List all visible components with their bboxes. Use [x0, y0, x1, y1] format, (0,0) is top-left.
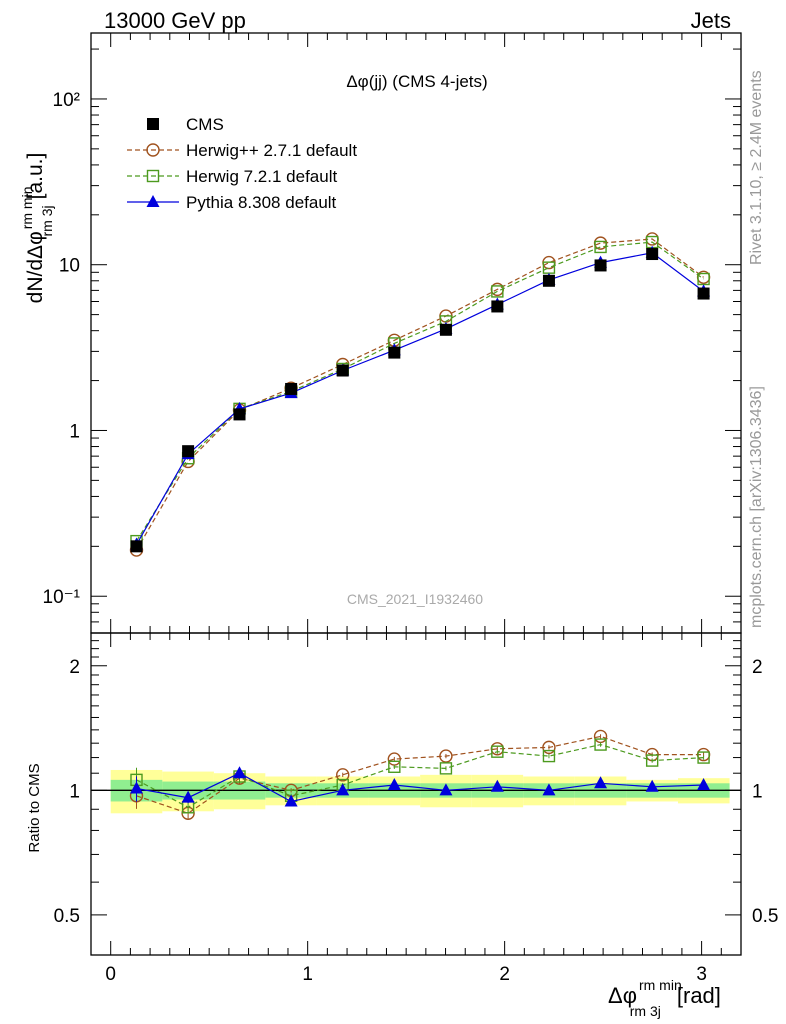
y-tick-label-ratio: 0.5	[54, 906, 80, 927]
y-tick-label-main: 1	[69, 421, 80, 442]
data-point	[130, 781, 143, 794]
energy-label: 13000 GeV pp	[104, 8, 246, 33]
data-point	[130, 540, 143, 553]
data-point	[697, 778, 711, 791]
legend-label: Pythia 8.308 default	[186, 193, 337, 212]
data-point	[542, 783, 556, 796]
y-axis-label-main-sub: rm 3j	[39, 205, 55, 236]
x-axis-label-unit: [rad]	[677, 983, 721, 1008]
series-line	[135, 252, 704, 545]
data-point	[697, 287, 710, 300]
data-point	[490, 779, 504, 792]
x-tick-label: 0	[105, 964, 116, 985]
legend: CMS Herwig++ 2.7.1 default Herwig 7.2.1 de…	[127, 115, 357, 212]
rivet-version-label: Rivet 3.1.10, ≥ 2.4M events	[748, 70, 765, 265]
x-axis-label: Δφ rm min rm 3j [rad]	[608, 977, 721, 1019]
series-line	[135, 241, 704, 542]
data-point	[285, 382, 298, 395]
data-point	[542, 740, 556, 755]
data-point	[388, 346, 401, 359]
series-line	[135, 238, 704, 551]
source-label: mcplots.cern.ch [arXiv:1306.3436]	[748, 386, 765, 628]
data-point	[181, 790, 195, 803]
data-point	[336, 768, 350, 782]
series-line	[136, 735, 704, 814]
data-point	[146, 169, 160, 183]
chart-title: Δφ(jj) (CMS 4-jets)	[346, 72, 487, 91]
y-tick-label-ratio-right: 0.5	[752, 906, 778, 927]
x-tick-label: 2	[499, 964, 510, 985]
y-tick-label-main: 10²	[53, 90, 80, 111]
data-point	[593, 729, 608, 744]
data-point	[439, 749, 453, 763]
data-point	[491, 300, 504, 313]
analysis-watermark: CMS_2021_I1932460	[347, 591, 483, 607]
x-axis-label-sub: rm 3j	[630, 1003, 661, 1019]
x-tick-label: 3	[696, 964, 707, 985]
y-tick-label-main: 10	[59, 256, 80, 277]
x-tick-label: 1	[302, 964, 313, 985]
data-point	[233, 408, 246, 421]
ratio-series-layer	[129, 729, 711, 821]
data-point	[388, 760, 401, 773]
data-point	[387, 778, 401, 791]
y-tick-label-main: 10⁻¹	[43, 587, 81, 608]
y-axis-label-main-text: dN/dΔφ	[24, 231, 47, 303]
data-point	[697, 751, 710, 764]
y-axis-label-main-sup: rm min	[19, 187, 35, 230]
data-point	[542, 749, 556, 763]
y-axis-label-main-unit: [a.u.]	[24, 153, 47, 200]
data-point	[542, 274, 555, 287]
data-point	[439, 762, 453, 775]
x-axis-label-sup: rm min	[639, 977, 682, 993]
data-point	[594, 738, 607, 751]
data-point	[182, 445, 195, 458]
data-point	[336, 783, 350, 796]
data-point	[645, 779, 659, 792]
ratio-band	[110, 769, 730, 814]
data-point	[336, 364, 349, 377]
y-axis-label-ratio: Ratio to CMS	[26, 763, 43, 852]
data-point	[645, 754, 659, 767]
data-point	[146, 143, 160, 157]
data-point	[439, 323, 452, 336]
legend-label: CMS	[186, 115, 224, 134]
data-point	[594, 240, 607, 254]
ratio-frame	[90, 632, 742, 956]
legend-label: Herwig 7.2.1 default	[186, 167, 337, 186]
data-point	[646, 248, 659, 261]
y-tick-label-ratio: 1	[69, 781, 80, 802]
data-point	[439, 783, 453, 796]
legend-label: Herwig++ 2.7.1 default	[186, 141, 357, 160]
x-axis-label-text: Δφ	[608, 983, 637, 1008]
data-point	[147, 118, 159, 130]
y-axis-label-main: dN/dΔφrm min rm 3j [a.u.]	[19, 153, 55, 304]
series-line	[136, 772, 704, 803]
process-label: Jets	[691, 8, 731, 33]
data-point	[146, 195, 160, 207]
data-point	[284, 794, 298, 807]
data-point	[594, 259, 607, 272]
y-tick-label-ratio-right: 1	[752, 781, 763, 802]
axis-ticks: 0 1 2 3 10⁻¹ 1 10 10² 0.5 0.5 1 1 2 2	[43, 33, 778, 985]
y-tick-label-ratio-right: 2	[752, 657, 763, 678]
series-line	[136, 743, 704, 808]
data-point	[233, 766, 247, 779]
data-point	[491, 285, 504, 298]
data-point	[594, 776, 608, 789]
data-point	[491, 745, 504, 758]
main-series-layer	[129, 232, 711, 557]
y-tick-label-ratio: 2	[69, 657, 80, 678]
